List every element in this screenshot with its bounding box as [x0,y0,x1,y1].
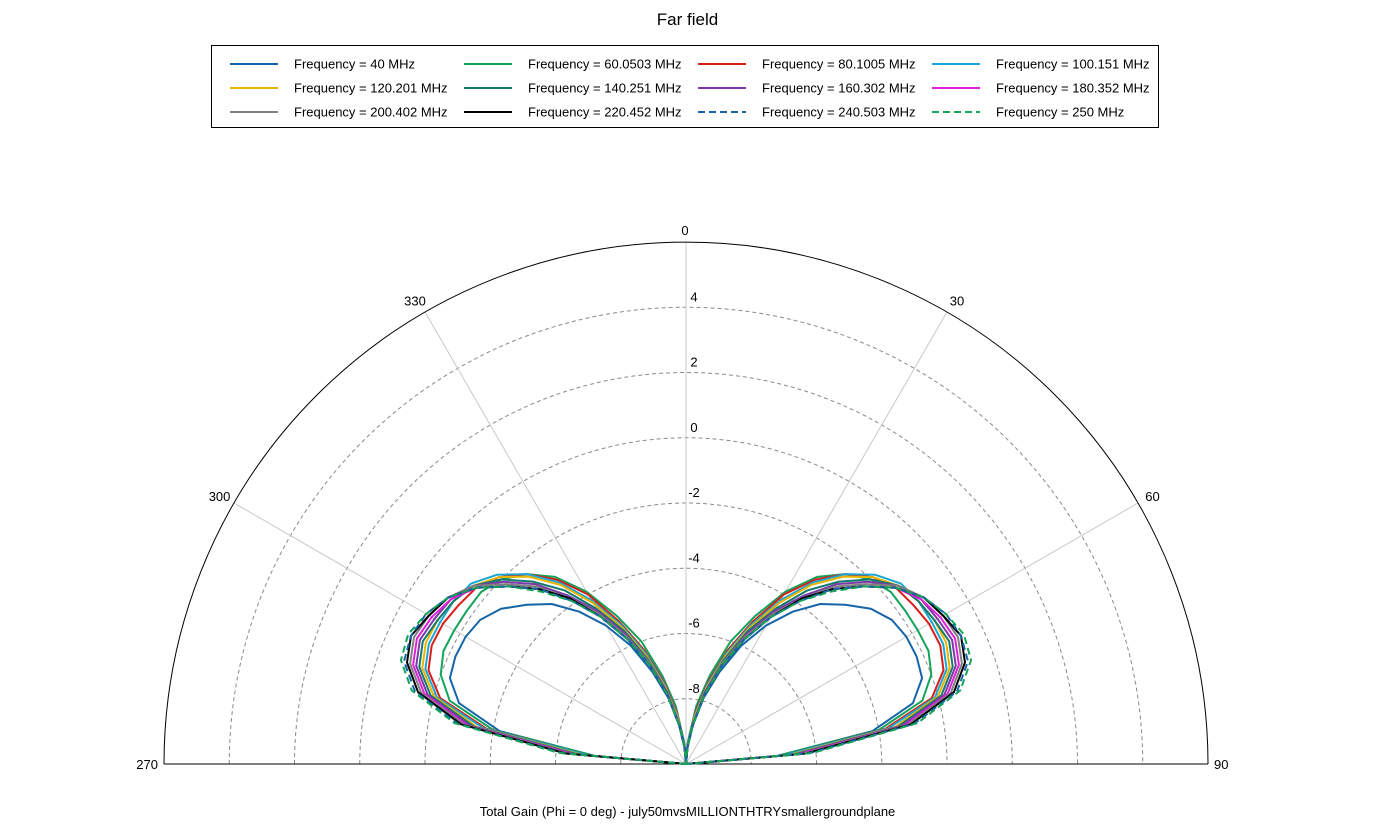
tick-layer: 270 300 330 0 30 60 90 -8 -6 -4 -2 0 2 4 [136,223,1228,772]
legend-entry-label: Frequency = 180.352 MHz [996,81,1150,96]
legend-entry-label: Frequency = 240.503 MHz [762,105,916,120]
radial-tick-label: -4 [688,550,700,565]
legend-entry-label: Frequency = 120.201 MHz [294,81,448,96]
radial-tick-label: 2 [690,355,697,370]
radial-grid-ring [489,567,883,765]
series-line-12 [399,585,973,765]
legend-entry-label: Frequency = 100.151 MHz [996,57,1150,72]
legend [211,45,1159,128]
angle-tick-label: 0 [681,223,688,238]
radial-tick-label: -6 [688,616,700,631]
radial-tick-label: -2 [688,485,700,500]
angle-tick-label: 90 [1214,757,1228,772]
angle-tick-label: 60 [1145,489,1159,504]
radial-tick-label: -8 [688,681,700,696]
angle-tick-label: 330 [404,294,426,309]
angle-tick-label: 270 [136,757,158,772]
legend-entry-label: Frequency = 250 MHz [996,105,1124,120]
radial-tick-label: 4 [690,289,697,304]
series-layer [399,573,973,765]
radial-grid-ring [620,698,752,765]
angle-grid-spoke [685,311,948,765]
legend-entry-label: Frequency = 60.0503 MHz [528,57,682,72]
legend-entry-label: Frequency = 200.402 MHz [294,105,448,120]
legend-layer: Frequency = 40 MHz Frequency = 60.0503 MH… [230,57,1150,120]
legend-entry-label: Frequency = 160.302 MHz [762,81,916,96]
angle-grid-spoke [685,502,1139,765]
legend-entry-label: Frequency = 40 MHz [294,57,415,72]
radial-tick-label: 0 [690,420,697,435]
angle-tick-label: 30 [950,294,964,309]
chart-title: Far field [656,10,719,29]
angle-grid-spoke [233,502,687,765]
angle-tick-label: 300 [209,489,231,504]
grid-layer [163,241,1209,765]
angle-grid-spoke [424,311,687,765]
outer-arc [163,241,1209,765]
x-axis-label: Total Gain (Phi = 0 deg) - july50mvsMILL… [479,804,896,819]
legend-entry-label: Frequency = 80.1005 MHz [762,57,916,72]
legend-entry-label: Frequency = 140.251 MHz [528,81,682,96]
legend-entry-label: Frequency = 220.452 MHz [528,105,682,120]
